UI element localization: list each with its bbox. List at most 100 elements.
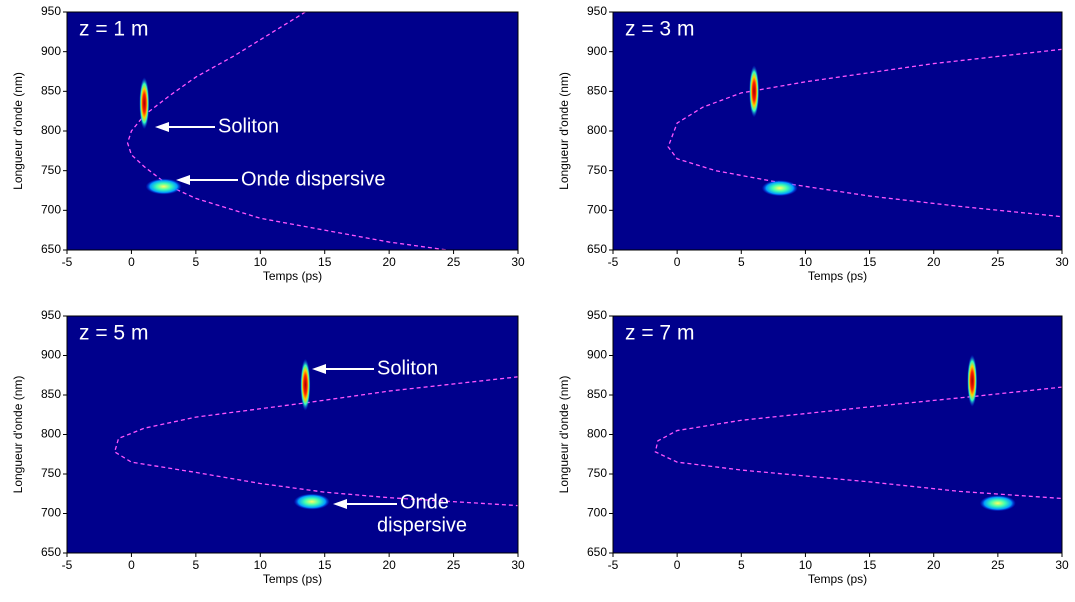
panel: z = 3 m -5 0 5 10 15 20 25 30 650 700 750 800 850 900 9… [557, 4, 1069, 283]
x-tick-label: 0 [128, 558, 135, 572]
x-tick-label: -5 [608, 558, 619, 572]
x-tick-label: 30 [1055, 558, 1069, 572]
x-tick-label: 20 [382, 255, 396, 269]
x-tick-label: 20 [382, 558, 396, 572]
x-axis-label: Temps (ps) [808, 572, 867, 586]
plot-background [67, 12, 518, 250]
x-axis-label: Temps (ps) [263, 269, 322, 283]
y-tick-label: 650 [41, 242, 61, 256]
panel-title: z = 7 m [625, 322, 694, 345]
y-tick-label: 800 [587, 123, 607, 137]
y-tick-label: 950 [41, 4, 61, 18]
y-tick-label: 900 [587, 44, 607, 58]
x-tick-label: 30 [1055, 255, 1069, 269]
x-tick-label: -5 [608, 255, 619, 269]
soliton [300, 358, 311, 411]
soliton [967, 354, 978, 407]
y-axis-label: Longueur d'onde (nm) [11, 376, 25, 494]
x-tick-label: 5 [738, 255, 745, 269]
dispersive-wave [979, 495, 1016, 512]
x-tick-label: 5 [193, 255, 200, 269]
y-tick-label: 800 [587, 427, 607, 441]
plot-area [126, 12, 448, 250]
panel: z = 5 m -5 0 5 10 15 20 25 30 650 700 750 800 850 900 9… [11, 308, 525, 586]
y-tick-label: 850 [41, 387, 61, 401]
y-tick-label: 650 [587, 545, 607, 559]
x-tick-label: 30 [511, 255, 525, 269]
y-tick-label: 750 [587, 163, 607, 177]
y-tick-label: 800 [41, 123, 61, 137]
annotation-arrowhead [155, 122, 169, 132]
x-tick-label: 0 [128, 255, 135, 269]
plot-area [667, 48, 1062, 218]
x-tick-label: 15 [863, 255, 877, 269]
y-tick-label: 700 [41, 203, 61, 217]
y-axis-label: Longueur d'onde (nm) [557, 376, 571, 494]
x-tick-label: 25 [991, 255, 1005, 269]
y-tick-label: 850 [41, 84, 61, 98]
x-tick-label: 15 [863, 558, 877, 572]
x-tick-label: 5 [193, 558, 200, 572]
y-tick-label: 950 [41, 308, 61, 322]
x-tick-label: 20 [927, 558, 941, 572]
panel: z = 7 m -5 0 5 10 15 20 25 30 650 700 750 800 850 900 9… [557, 308, 1069, 586]
x-tick-label: -5 [62, 255, 73, 269]
annotation: Soliton [377, 357, 438, 379]
dispersive-wave [293, 493, 330, 510]
annotation: Onde dispersive [241, 168, 386, 190]
x-tick-label: 20 [927, 255, 941, 269]
y-tick-label: 700 [41, 506, 61, 520]
annotation-arrowhead [312, 364, 326, 374]
panel: z = 1 m -5 0 5 10 15 20 25 30 650 700 750 800 850 900 9… [11, 4, 525, 283]
x-tick-label: 10 [254, 255, 268, 269]
y-tick-label: 950 [587, 308, 607, 322]
y-tick-label: 850 [587, 84, 607, 98]
x-tick-label: 0 [674, 255, 681, 269]
dispersive-wave [145, 178, 182, 195]
y-tick-label: 900 [587, 348, 607, 362]
annotation: Soliton [218, 115, 279, 137]
x-axis-label: Temps (ps) [808, 269, 867, 283]
dispersive-wave [761, 180, 798, 197]
plot-background [613, 316, 1062, 553]
x-tick-label: 15 [318, 255, 332, 269]
panel-title: z = 1 m [79, 18, 148, 41]
y-tick-label: 800 [41, 427, 61, 441]
y-tick-label: 700 [587, 203, 607, 217]
plot-area [113, 358, 518, 510]
x-tick-label: 0 [674, 558, 681, 572]
y-tick-label: 850 [587, 387, 607, 401]
panel-title: z = 5 m [79, 322, 148, 345]
y-tick-label: 750 [41, 466, 61, 480]
y-tick-label: 700 [587, 506, 607, 520]
plot-background [67, 316, 518, 553]
soliton [139, 77, 150, 130]
x-tick-label: 10 [254, 558, 268, 572]
soliton [749, 65, 760, 118]
x-tick-label: 15 [318, 558, 332, 572]
x-tick-label: 10 [799, 558, 813, 572]
trajectory-curve [654, 386, 1062, 500]
x-tick-label: 30 [511, 558, 525, 572]
x-tick-label: 25 [991, 558, 1005, 572]
y-tick-label: 750 [587, 466, 607, 480]
plot-area [654, 354, 1062, 512]
annotation: Onde [400, 491, 449, 513]
y-tick-label: 750 [41, 163, 61, 177]
y-tick-label: 900 [41, 348, 61, 362]
panel-title: z = 3 m [625, 18, 694, 41]
y-tick-label: 650 [41, 545, 61, 559]
x-axis-label: Temps (ps) [263, 572, 322, 586]
y-tick-label: 900 [41, 44, 61, 58]
annotation-arrowhead [176, 175, 190, 185]
x-tick-label: -5 [62, 558, 73, 572]
trajectory-curve [126, 12, 448, 250]
annotation-arrowhead [333, 499, 347, 509]
trajectory-curve [667, 48, 1062, 218]
y-tick-label: 650 [587, 242, 607, 256]
y-axis-label: Longueur d'onde (nm) [11, 72, 25, 190]
y-tick-label: 950 [587, 4, 607, 18]
plot-background [613, 12, 1062, 250]
